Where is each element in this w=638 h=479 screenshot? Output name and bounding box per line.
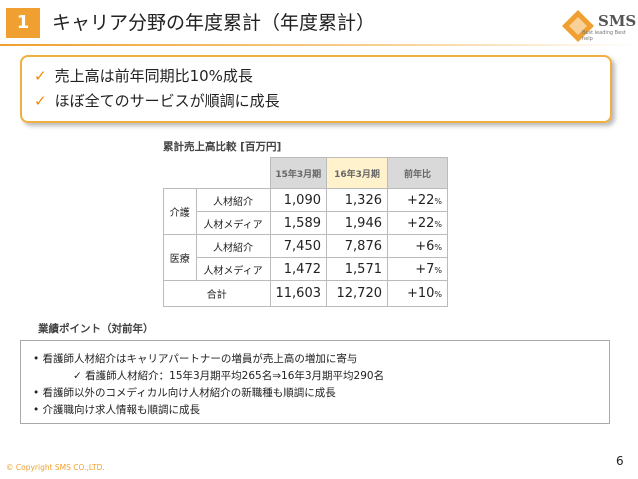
sub-point: ✓ 看護師人材紹介：15年3月期平均265名⇒16年3月期平均290名 xyxy=(73,370,385,382)
point-text: 看護師人材紹介はキャリアパートナーの増員が売上高の増加に寄与 xyxy=(42,353,358,365)
highlight: ✓ ほぼ全てのサービスが順調に成長 xyxy=(34,92,280,110)
item-label: 人材メディア xyxy=(195,257,271,281)
highlight-box: ✓ 売上高は前年同期比10%成長 ✓ ほぼ全てのサービスが順調に成長 xyxy=(20,55,612,123)
yoy: +10 xyxy=(406,286,435,301)
item-label: 人材メディア xyxy=(195,211,271,235)
value-cell: 11,603 xyxy=(269,280,327,307)
item-label: 人材紹介 xyxy=(195,234,271,258)
highlight-text: ほぼ全てのサービスが順調に成長 xyxy=(54,92,280,110)
logo: SMS xyxy=(598,12,637,30)
total-label: 合計 xyxy=(163,280,271,307)
header-rule xyxy=(0,44,638,46)
yoy-cell: +6% xyxy=(387,234,448,258)
highlight: ✓ 売上高は前年同期比10%成長 xyxy=(34,67,253,85)
unit: % xyxy=(434,265,442,275)
unit: % xyxy=(434,290,442,299)
column-header: 16年3月期 xyxy=(326,157,388,189)
group-label: 医療 xyxy=(163,234,197,281)
value-cell: 1,090 xyxy=(269,188,327,212)
column-header: 15年3月期 xyxy=(269,157,327,189)
group-label: 介護 xyxy=(163,188,197,235)
item-label: 人材紹介 xyxy=(195,188,271,212)
point-text: 看護師以外のコメディカル向け人材紹介の新職種も順調に成長 xyxy=(42,387,336,399)
unit: % xyxy=(434,196,442,206)
value-cell: 1,589 xyxy=(269,211,327,235)
point: • 看護師以外のコメディカル向け人材紹介の新職種も順調に成長 xyxy=(33,387,336,399)
logo-tagline: Best leading Best help xyxy=(582,30,626,42)
column-header: 前年比 xyxy=(387,157,448,189)
page-number: 6 xyxy=(616,454,624,468)
yoy-cell: +7% xyxy=(387,257,448,281)
yoy-cell: +10% xyxy=(387,280,448,307)
points-box: • 看護師人材紹介はキャリアパートナーの増員が売上高の増加に寄与 ✓ 看護師人材… xyxy=(20,340,610,424)
yoy: +6 xyxy=(415,238,435,254)
unit: % xyxy=(434,219,442,229)
copyright: © Copyright SMS CO.,LTD. xyxy=(6,463,105,472)
points-title: 業績ポイント（対前年） xyxy=(38,323,154,335)
value-cell: 1,571 xyxy=(326,257,388,281)
sub-point-text: 看護師人材紹介：15年3月期平均265名⇒16年3月期平均290名 xyxy=(85,370,385,382)
value-cell: 1,472 xyxy=(269,257,327,281)
yoy: +22 xyxy=(406,192,435,208)
yoy-cell: +22% xyxy=(387,188,448,212)
sales-table: 15年3月期 16年3月期 前年比 介護 人材紹介 1,090 1,326 +22% 人材… xyxy=(163,157,448,307)
unit: % xyxy=(434,242,442,252)
yoy: +22 xyxy=(406,215,435,231)
value-cell: 1,326 xyxy=(326,188,388,212)
value-cell: 12,720 xyxy=(326,280,388,307)
slide-title: キャリア分野の年度累計（年度累計） xyxy=(52,12,376,34)
value-cell: 7,876 xyxy=(326,234,388,258)
yoy: +7 xyxy=(415,261,435,277)
highlight-text: 売上高は前年同期比10%成長 xyxy=(54,67,253,85)
table-caption: 累計売上高比較 [百万円] xyxy=(163,141,282,153)
logo-icon xyxy=(562,10,594,42)
yoy-cell: +22% xyxy=(387,211,448,235)
value-cell: 7,450 xyxy=(269,234,327,258)
value-cell: 1,946 xyxy=(326,211,388,235)
point: • 看護師人材紹介はキャリアパートナーの増員が売上高の増加に寄与 xyxy=(33,353,358,365)
section-number: 1 xyxy=(6,8,40,38)
point-text: 介護職向け求人情報も順調に成長 xyxy=(42,404,201,416)
point: • 介護職向け求人情報も順調に成長 xyxy=(33,404,201,416)
